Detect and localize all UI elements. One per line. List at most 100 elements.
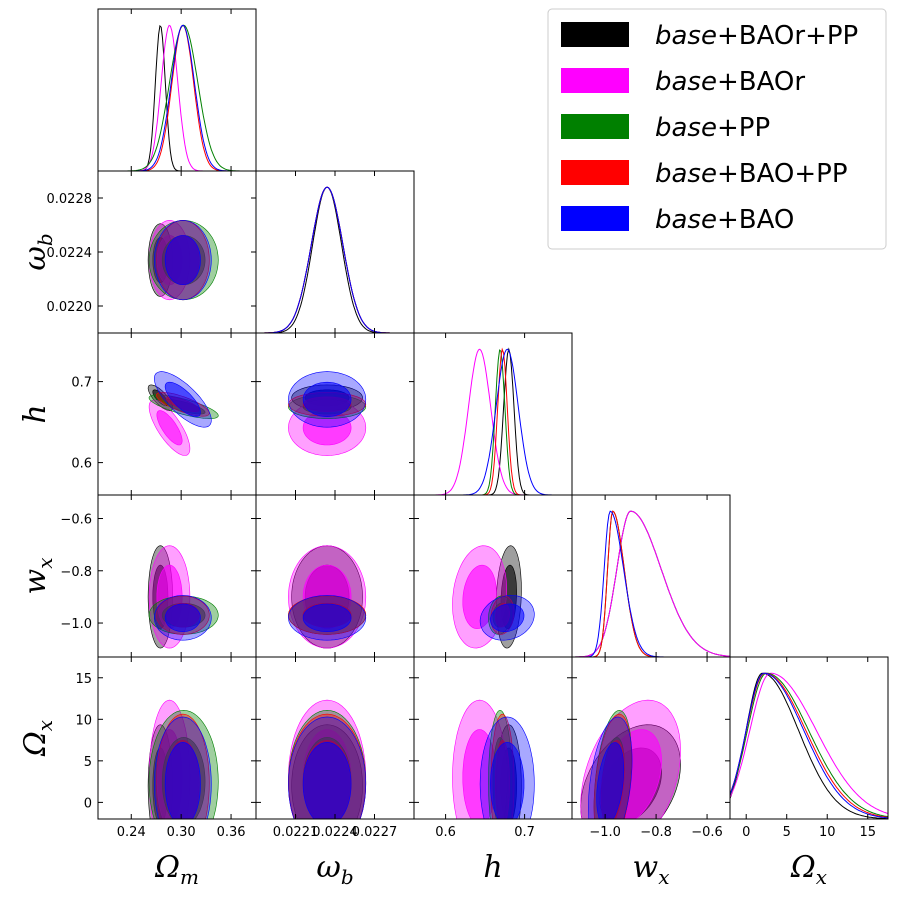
- x-tick-label: 0.0227: [352, 825, 398, 840]
- legend-label-4: base+BAO: [655, 205, 794, 235]
- panel-frame-2-0: [97, 332, 257, 496]
- x-tick-label: −0.6: [691, 825, 723, 840]
- contour-68-base+BAO: [596, 742, 625, 819]
- y-tick-label: 10: [75, 713, 92, 728]
- legend-label-3: base+BAO+PP: [655, 159, 848, 189]
- legend-swatch-4: [561, 206, 629, 231]
- legend-swatch-0: [561, 22, 629, 47]
- panel-frame-4-4: [729, 656, 889, 820]
- x-tick-label: −0.8: [640, 825, 672, 840]
- contour-68-base+BAO: [164, 742, 201, 819]
- panel-frame-0-0: [97, 8, 257, 172]
- axis-labels: Ωm ωb h wx Ωx ωb h wx Ωx: [18, 233, 827, 889]
- x-tick-label: 15: [859, 825, 876, 840]
- contour-68-base+BAO: [302, 381, 352, 418]
- x-axis-label-0: Ωm: [154, 850, 199, 889]
- marginal-line-base+BAOr: [572, 510, 730, 657]
- legend: base+BAOr+PP base+BAOr base+PP base+BAO+PP b…: [547, 8, 887, 250]
- y-tick-label: −1.0: [60, 617, 92, 632]
- x-tick-label: 0.0221: [273, 825, 319, 840]
- marginal-1: [256, 186, 414, 333]
- marginal-line-base+BAO: [572, 510, 730, 657]
- panel-3-2: [452, 545, 535, 649]
- legend-swatch-1: [561, 68, 629, 93]
- marginal-0: [98, 24, 256, 171]
- panel-4-2: [452, 699, 535, 819]
- y-tick-label: 0: [84, 796, 92, 811]
- y-tick-label: 15: [75, 672, 92, 687]
- contour-layer: [147, 220, 681, 819]
- y-tick-label: 0.6: [71, 457, 92, 472]
- legend-swatch-2: [561, 114, 629, 139]
- x-tick-label: 0.7: [514, 825, 535, 840]
- marginal-line-base+BAOr+PP: [730, 672, 888, 819]
- panel-3-1: [288, 545, 367, 649]
- legend-frame: [547, 8, 887, 250]
- contour-68-base+BAO: [164, 603, 201, 633]
- panel-4-3: [580, 699, 681, 819]
- marginal-line-base+BAO: [730, 672, 888, 819]
- marginal-line-base+BAO: [98, 24, 256, 171]
- marginal-2: [414, 347, 572, 495]
- y-tick-label: 0.0228: [47, 192, 93, 207]
- marginal-line-base+BAO+PP: [572, 510, 730, 657]
- marginal-line-base+PP: [730, 672, 888, 818]
- marginal-layer: [98, 24, 888, 819]
- marginal-line-base+BAOr+PP: [98, 24, 256, 171]
- marginal-line-base+BAOr: [730, 672, 888, 814]
- y-axis-label-1: ωb: [18, 233, 57, 270]
- marginal-line-base+PP: [572, 510, 730, 657]
- panel-frames: [97, 8, 889, 820]
- legend-swatch-3: [561, 160, 629, 185]
- contour-68-base+BAO: [164, 381, 201, 418]
- panel-frame-3-3: [571, 494, 731, 658]
- x-axis-label-4: Ωx: [790, 850, 827, 889]
- x-tick-label: 0.24: [117, 825, 146, 840]
- panel-frame-1-1: [255, 170, 415, 334]
- contour-68-base+BAO: [490, 742, 525, 819]
- marginal-line-base+BAOr+PP: [572, 510, 730, 657]
- contour-68-base+BAO: [164, 235, 201, 286]
- x-tick-label: 0.36: [217, 825, 246, 840]
- marginal-line-base+BAOr: [98, 24, 256, 171]
- contour-68-base+BAO: [302, 742, 352, 819]
- panel-2-0: [147, 371, 219, 456]
- legend-label-2: base+PP: [655, 113, 770, 143]
- x-tick-label: 0.6: [435, 825, 456, 840]
- y-tick-label: 5: [84, 755, 92, 770]
- panel-1-0: [147, 220, 219, 301]
- legend-label-0: base+BAOr+PP: [655, 21, 858, 51]
- marginal-line-base+PP: [414, 349, 572, 495]
- contour-68-base+BAOr: [156, 410, 183, 446]
- panel-4-1: [288, 699, 367, 819]
- y-tick-label: −0.8: [60, 565, 92, 580]
- y-axis-label-3: wx: [18, 558, 57, 595]
- contour-68-base+BAO: [490, 603, 525, 632]
- contour-68-base+BAO: [302, 603, 352, 633]
- marginal-3: [572, 510, 730, 657]
- x-tick-label: 0.30: [167, 825, 196, 840]
- y-tick-label: −0.6: [60, 513, 92, 528]
- x-axis-label-1: ωb: [316, 850, 353, 889]
- panel-2-1: [288, 371, 367, 456]
- x-tick-label: 0: [742, 825, 750, 840]
- marginal-line-base+BAO+PP: [730, 672, 888, 818]
- x-tick-label: 5: [783, 825, 791, 840]
- y-tick-label: 0.7: [71, 376, 92, 391]
- marginal-line-base+BAO+PP: [98, 24, 256, 171]
- marginal-line-base+BAOr+PP: [414, 347, 572, 495]
- y-tick-label: 0.0224: [47, 246, 93, 261]
- y-axis-label-4: Ωx: [18, 720, 57, 757]
- marginal-4: [730, 672, 888, 819]
- panel-3-0: [147, 545, 219, 649]
- y-axis-label-2: h: [18, 404, 53, 423]
- legend-label-1: base+BAOr: [655, 67, 805, 97]
- x-tick-label: 10: [819, 825, 836, 840]
- x-tick-label: 0.0224: [312, 825, 358, 840]
- marginal-line-base+BAO+PP: [414, 347, 572, 495]
- x-tick-label: −1.0: [589, 825, 621, 840]
- x-axis-label-2: h: [483, 850, 502, 885]
- panel-4-0: [147, 699, 219, 819]
